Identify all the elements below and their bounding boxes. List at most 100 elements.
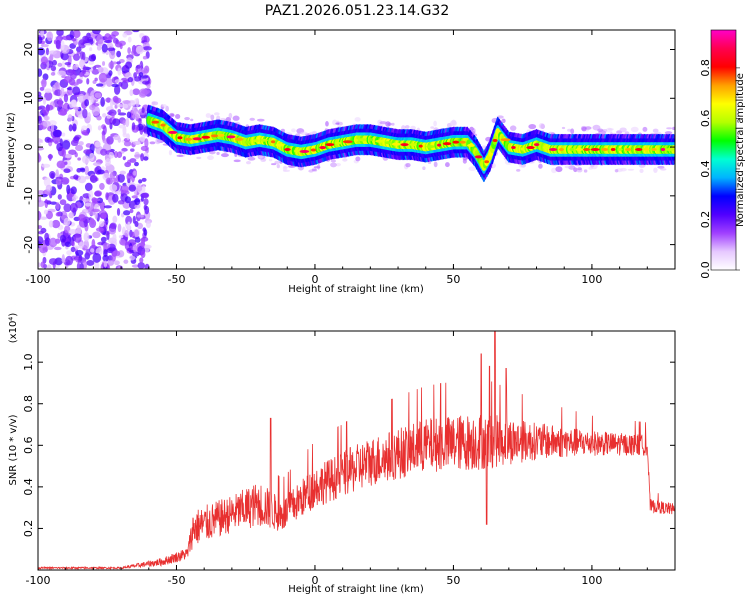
spectrogram-cell: [77, 175, 87, 184]
spectrogram-cell: [516, 169, 521, 172]
spectrogram-cell: [117, 137, 122, 143]
spectrogram-cell: [66, 184, 71, 195]
spectrogram-cell: [581, 126, 587, 132]
spectrogram-cell: [70, 139, 79, 146]
spectrogram-cell: [73, 106, 80, 110]
spectrogram-cell: [138, 118, 142, 126]
spectrogram-cell: [63, 103, 68, 109]
colorbar-frame: [710, 29, 737, 271]
spectrogram-cell: [106, 47, 116, 51]
spectrogram-cell: [84, 99, 90, 107]
spectrogram-cell: [55, 202, 60, 210]
spectrogram-cell: [51, 219, 61, 229]
spectrogram-cell: [330, 162, 337, 168]
spectrogram-cell: [132, 113, 140, 120]
spectrogram-cell: [112, 215, 118, 223]
snr-y-axis-label: SNR (10 * v/v): [8, 414, 19, 485]
spectrogram-cell: [84, 43, 92, 47]
spectrogram-cell: [80, 168, 86, 173]
spectrogram-cell: [49, 201, 58, 205]
spectrogram-peak-cell: [353, 138, 359, 142]
spectrogram-cell: [101, 212, 107, 220]
spectrogram-cell: [246, 160, 251, 165]
spectrogram-cell: [228, 112, 233, 119]
spectrogram-cell: [614, 169, 619, 173]
spectrogram-cell: [139, 257, 144, 263]
spectrogram-cell: [627, 168, 635, 171]
spectrogram-cell: [114, 260, 120, 266]
spectrogram-cell: [138, 179, 143, 184]
spectrogram-cell: [132, 251, 140, 257]
spectrogram-cell: [63, 217, 71, 227]
spectrogram-cell: [82, 198, 90, 203]
spectrogram-cell: [99, 201, 106, 211]
spectrogram-cell: [300, 131, 308, 136]
spectrogram-cell: [584, 126, 592, 130]
spectrogram-cell: [90, 217, 95, 225]
spectrogram-y-tick-label: 20: [22, 43, 35, 57]
spectrogram-cell: [94, 262, 100, 269]
spectrogram-cell: [38, 68, 43, 77]
snr-x-axis-label: Height of straight line (km): [288, 584, 424, 595]
spectrogram-cell: [77, 157, 81, 161]
spectrogram-cell: [76, 262, 81, 269]
spectrogram-cell: [118, 124, 127, 129]
spectrogram-peak-cell: [590, 148, 600, 151]
spectrogram-cell: [38, 244, 47, 248]
spectrogram-cell: [57, 110, 67, 116]
spectrogram-peak-cell: [210, 134, 219, 138]
spectrogram-peak-cell: [400, 143, 409, 147]
snr-y-tick-label: 1.0: [22, 353, 35, 371]
spectrogram-cell: [256, 118, 265, 122]
spectrogram-peak-cell: [437, 143, 442, 147]
spectrogram-cell: [143, 156, 149, 161]
spectrogram-cell: [73, 136, 80, 141]
spectrogram-cell: [165, 105, 169, 112]
spectrogram-peak-cell: [600, 148, 609, 151]
spectrogram-cell: [129, 89, 134, 97]
spectrogram-cell: [161, 104, 167, 108]
spectrogram-cell: [122, 119, 126, 126]
snr-y-tick-label: 0.2: [22, 520, 35, 538]
snr-x-tick-label: -50: [167, 574, 185, 587]
spectrogram-cell: [221, 153, 229, 158]
spectrogram-cell: [119, 170, 126, 175]
spectrogram-cell: [48, 138, 54, 143]
spectrogram-cell: [119, 238, 126, 245]
spectrogram-cell: [112, 250, 121, 257]
snr-panel: -100 -50 0 50 100 0.2 0.4 0.6 0.8 1.0 Height of …: [8, 313, 676, 595]
snr-y-tick-label: 0.6: [22, 437, 35, 455]
spectrogram-peak-cell: [426, 145, 435, 149]
spectrogram-cell: [105, 77, 113, 87]
spectrogram-cell: [141, 88, 150, 95]
spectrogram-cell: [38, 152, 41, 163]
snr-y-tick-label: 0.8: [22, 395, 35, 413]
spectrogram-cell: [141, 192, 150, 199]
spectrogram-cell: [577, 167, 582, 171]
spectrogram-cell: [45, 184, 53, 192]
spectrogram-cell: [145, 220, 151, 229]
spectrogram-peak-cell: [192, 137, 202, 141]
spectrogram-cell: [288, 165, 296, 168]
spectrogram-cell: [105, 158, 111, 166]
spectrogram-cell: [71, 241, 75, 247]
spectrogram-cell: [311, 168, 317, 171]
spectrogram-cell: [76, 46, 82, 53]
spectrogram-x-tick-label: 50: [446, 273, 460, 286]
spectrogram-cell: [184, 117, 190, 121]
spectrogram-cell: [391, 122, 395, 126]
spectrogram-cell: [94, 191, 102, 197]
spectrogram-cell: [128, 184, 137, 192]
spectrogram-peak-cell: [651, 148, 657, 151]
spectrogram-cell: [122, 103, 129, 109]
spectrogram-cell: [70, 186, 77, 195]
colorbar-tick-label: 0.6: [699, 110, 712, 128]
spectrogram-cell: [118, 234, 124, 239]
spectrogram-cell: [97, 66, 104, 73]
spectrogram-cell: [142, 55, 148, 60]
spectrogram-cell: [317, 163, 321, 170]
spectrogram-cell: [122, 32, 128, 38]
spectrogram-cell: [131, 195, 138, 199]
spectrogram-cell: [134, 197, 141, 206]
spectrogram-cell: [61, 147, 66, 158]
